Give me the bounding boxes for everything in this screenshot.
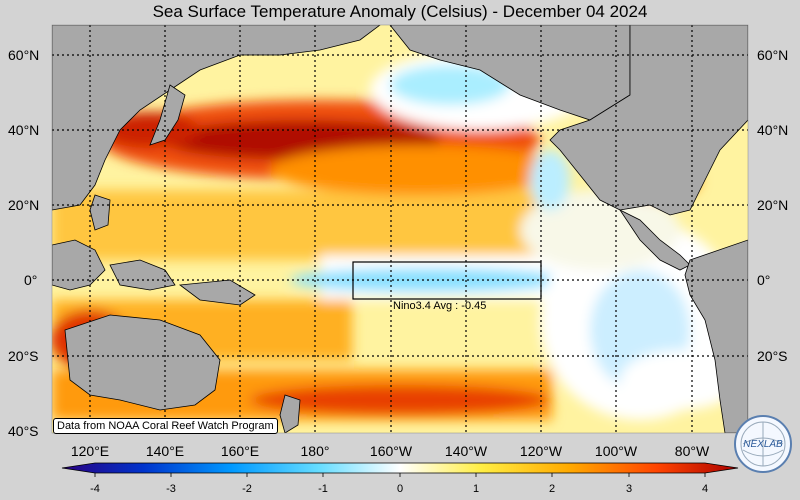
colorbar-tick-label: -3 xyxy=(166,483,176,495)
lat-label-20n-left: 20°N xyxy=(8,197,40,213)
colorbar xyxy=(61,462,739,477)
colorbar-tick-label: -1 xyxy=(318,483,328,495)
lat-label-20n-right: 20°N xyxy=(757,197,789,213)
lon-label-160w: 160°W xyxy=(369,443,413,459)
lon-label-120w: 120°W xyxy=(519,443,563,459)
nexlab-logo: NEXLAB xyxy=(734,415,792,473)
lat-label-40n-right: 40°N xyxy=(757,122,789,138)
lon-label-140w: 140°W xyxy=(444,443,488,459)
colorbar-tick-label: -2 xyxy=(242,483,252,495)
lon-label-180: 180° xyxy=(300,443,330,459)
map-title: Sea Surface Temperature Anomaly (Celsius… xyxy=(152,2,648,21)
lon-label-140e: 140°E xyxy=(145,443,185,459)
data-credit-label: Data from NOAA Coral Reef Watch Program xyxy=(53,418,278,434)
lat-label-20s-left: 20°S xyxy=(8,348,39,364)
graticule xyxy=(52,25,748,433)
lat-label-20s-right: 20°S xyxy=(757,348,788,364)
colorbar-tick-label: 3 xyxy=(625,483,633,495)
colorbar-tick-label: 0 xyxy=(396,483,404,495)
lat-label-60n-left: 60°N xyxy=(8,47,40,63)
lat-label-0-right: 0° xyxy=(757,272,771,288)
lat-label-0-left: 0° xyxy=(24,272,38,288)
colorbar-tick-label: -4 xyxy=(90,483,100,495)
lat-label-40s-left: 40°S xyxy=(8,423,39,439)
nino34-region-box xyxy=(352,261,542,300)
lon-label-100w: 100°W xyxy=(594,443,638,459)
lon-label-120e: 120°E xyxy=(70,443,110,459)
lat-label-40n-left: 40°N xyxy=(8,122,40,138)
logo-text: NEXLAB xyxy=(743,439,783,450)
colorbar-tick-label: 2 xyxy=(548,483,556,495)
nino34-average-label: Nino3.4 Avg : -0.45 xyxy=(393,300,487,312)
colorbar-tick-label: 4 xyxy=(701,483,709,495)
lon-label-80w: 80°W xyxy=(674,443,710,459)
lat-label-60n-right: 60°N xyxy=(757,47,789,63)
land-masses xyxy=(52,25,748,433)
colorbar-tick-label: 1 xyxy=(472,483,480,495)
lon-label-160e: 160°E xyxy=(220,443,260,459)
